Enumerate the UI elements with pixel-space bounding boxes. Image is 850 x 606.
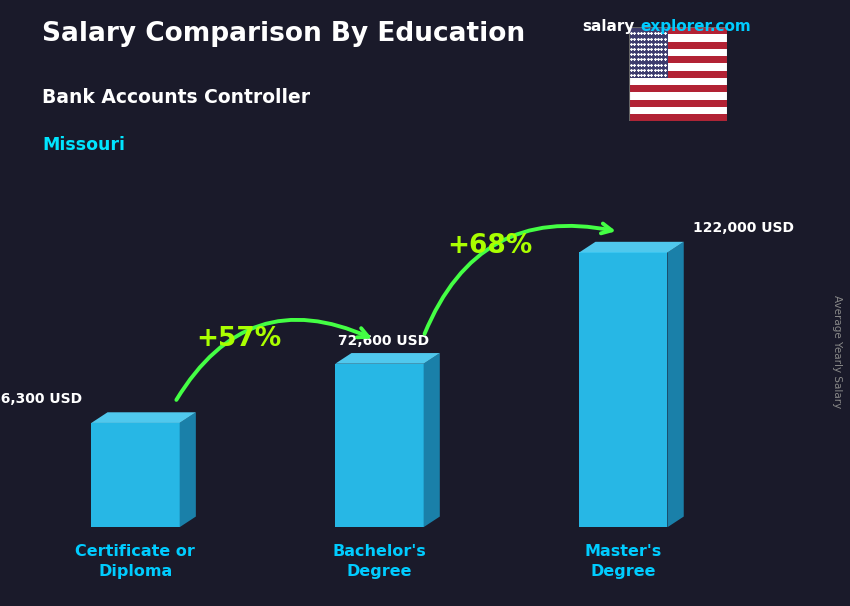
Text: 46,300 USD: 46,300 USD [0, 391, 82, 405]
Text: 122,000 USD: 122,000 USD [693, 221, 794, 235]
Polygon shape [667, 242, 683, 527]
Polygon shape [335, 364, 423, 527]
Bar [629, 114, 727, 121]
Bar [629, 49, 727, 56]
Polygon shape [91, 423, 179, 527]
Text: +68%: +68% [447, 233, 532, 259]
Text: salary: salary [582, 19, 635, 35]
Text: Bank Accounts Controller: Bank Accounts Controller [42, 88, 310, 107]
Bar [629, 64, 727, 71]
Text: Salary Comparison By Education: Salary Comparison By Education [42, 21, 525, 47]
Polygon shape [335, 353, 439, 364]
Bar [629, 56, 727, 64]
Text: explorer.com: explorer.com [640, 19, 751, 35]
Bar [629, 71, 727, 78]
Text: Average Yearly Salary: Average Yearly Salary [832, 295, 842, 408]
Text: 72,600 USD: 72,600 USD [338, 334, 429, 348]
Bar [629, 78, 727, 85]
Bar [629, 27, 727, 35]
Polygon shape [579, 242, 683, 253]
Bar [629, 92, 727, 99]
Bar [629, 27, 668, 78]
Bar [629, 85, 727, 92]
Text: +57%: +57% [196, 326, 281, 352]
Bar [629, 99, 727, 107]
Bar [629, 42, 727, 49]
Bar [629, 35, 727, 42]
Polygon shape [91, 412, 196, 423]
Text: Missouri: Missouri [42, 136, 126, 155]
Polygon shape [423, 353, 439, 527]
Bar [629, 107, 727, 114]
Polygon shape [179, 412, 196, 527]
Polygon shape [579, 253, 667, 527]
